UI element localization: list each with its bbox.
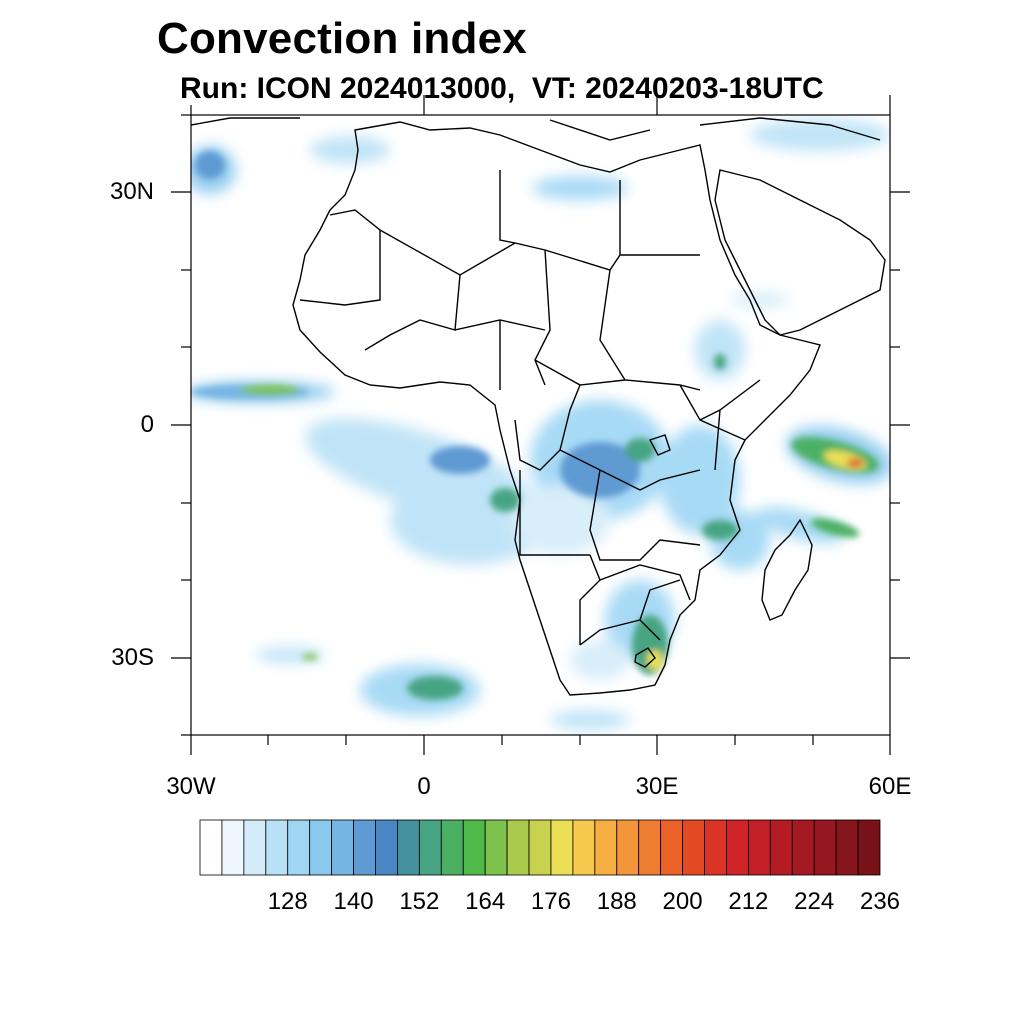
lesotho-border [634, 647, 656, 668]
field-cell [730, 292, 790, 308]
coastline-layer [191, 117, 886, 696]
colorbar-tick-label: 236 [859, 888, 901, 915]
lon-label-60e: 60E [868, 773, 912, 800]
colorbar-swatch [769, 819, 793, 876]
field-core [302, 654, 318, 660]
plot-frame [190, 114, 891, 736]
lat-label-30s: 30S [111, 644, 154, 671]
colorbar-swatch [791, 819, 815, 876]
lat-label-0: 0 [140, 411, 154, 438]
arabia-coastline [714, 169, 886, 336]
colorbar-swatch [397, 819, 420, 876]
colorbar-tick-label: 212 [728, 888, 769, 915]
lon-label-30e: 30E [635, 773, 679, 800]
colorbar-tick-label: 140 [333, 888, 374, 915]
field-cell [660, 425, 740, 535]
colorbar-swatch [484, 819, 508, 876]
field-core [490, 488, 520, 512]
colorbar-swatch [331, 819, 354, 876]
chart-subtitle: Run: ICON 2024013000, VT: 20240203-18UTC [180, 72, 824, 105]
colorbar-swatch [309, 819, 333, 876]
colorbar-swatch [462, 819, 486, 876]
field-core [195, 151, 225, 179]
field-cell [335, 447, 425, 463]
colorbar-swatch [747, 819, 771, 876]
colorbar-swatch [243, 819, 267, 876]
lon-label-0: 0 [417, 773, 431, 800]
field-core [625, 438, 655, 462]
colorbar-tick-label: 200 [662, 888, 703, 915]
field-cell [310, 136, 390, 164]
colorbar-swatch [265, 819, 289, 876]
field-core [702, 520, 738, 540]
field-core [847, 459, 863, 467]
madagascar-coastline [761, 518, 813, 621]
colorbar-swatch [199, 819, 223, 876]
colorbar-tick-label: 188 [596, 888, 637, 915]
colorbar-swatch [528, 819, 552, 876]
field-cell [695, 320, 745, 380]
colorbar-swatch [616, 819, 640, 876]
field-core [240, 385, 300, 395]
colorbar-swatch [550, 819, 574, 876]
field-layer [191, 119, 890, 730]
lon-label-30w: 30W [166, 773, 216, 800]
chart-title: Convection index [157, 14, 527, 63]
colorbar-swatch [835, 819, 859, 876]
colorbar-swatch [704, 819, 727, 876]
country-border [299, 170, 761, 646]
africa-coastline [292, 121, 821, 696]
colorbar-swatch [813, 819, 837, 876]
colorbar-swatch [572, 819, 596, 876]
colorbar-tick-label: 128 [267, 888, 308, 915]
colorbar [199, 819, 881, 876]
field-core [810, 518, 860, 538]
colorbar-swatch [660, 819, 683, 876]
colorbar-tick-label: 164 [465, 888, 506, 915]
colorbar-swatch [353, 819, 376, 876]
colorbar-tick-label: 176 [530, 888, 571, 915]
field-cell [570, 640, 630, 680]
colorbar-swatch [682, 819, 705, 876]
field-core [430, 446, 490, 474]
colorbar-swatch [506, 819, 530, 876]
field-cell [710, 510, 770, 570]
tick-layer [171, 95, 910, 755]
field-cell [532, 176, 628, 200]
field-cell [550, 710, 630, 730]
colorbar-swatch [726, 819, 749, 876]
field-core [407, 676, 463, 700]
field-core [714, 354, 726, 370]
colorbar-swatch [638, 819, 662, 876]
field-cell [510, 485, 610, 555]
lat-label-30n: 30N [109, 178, 154, 205]
field-core [647, 650, 663, 670]
field-cell [756, 507, 844, 543]
colorbar-swatch [221, 819, 245, 876]
colorbar-tick-label: 152 [399, 888, 440, 915]
colorbar-swatch [440, 819, 464, 876]
colorbar-swatch [375, 819, 398, 876]
field-cell [750, 119, 890, 151]
europe-coastline [191, 117, 881, 141]
colorbar-swatch [418, 819, 442, 876]
colorbar-swatch [857, 819, 881, 876]
colorbar-tick-label: 224 [794, 888, 835, 915]
colorbar-swatch [287, 819, 311, 876]
colorbar-swatch [594, 819, 618, 876]
lake-victoria [648, 434, 671, 456]
